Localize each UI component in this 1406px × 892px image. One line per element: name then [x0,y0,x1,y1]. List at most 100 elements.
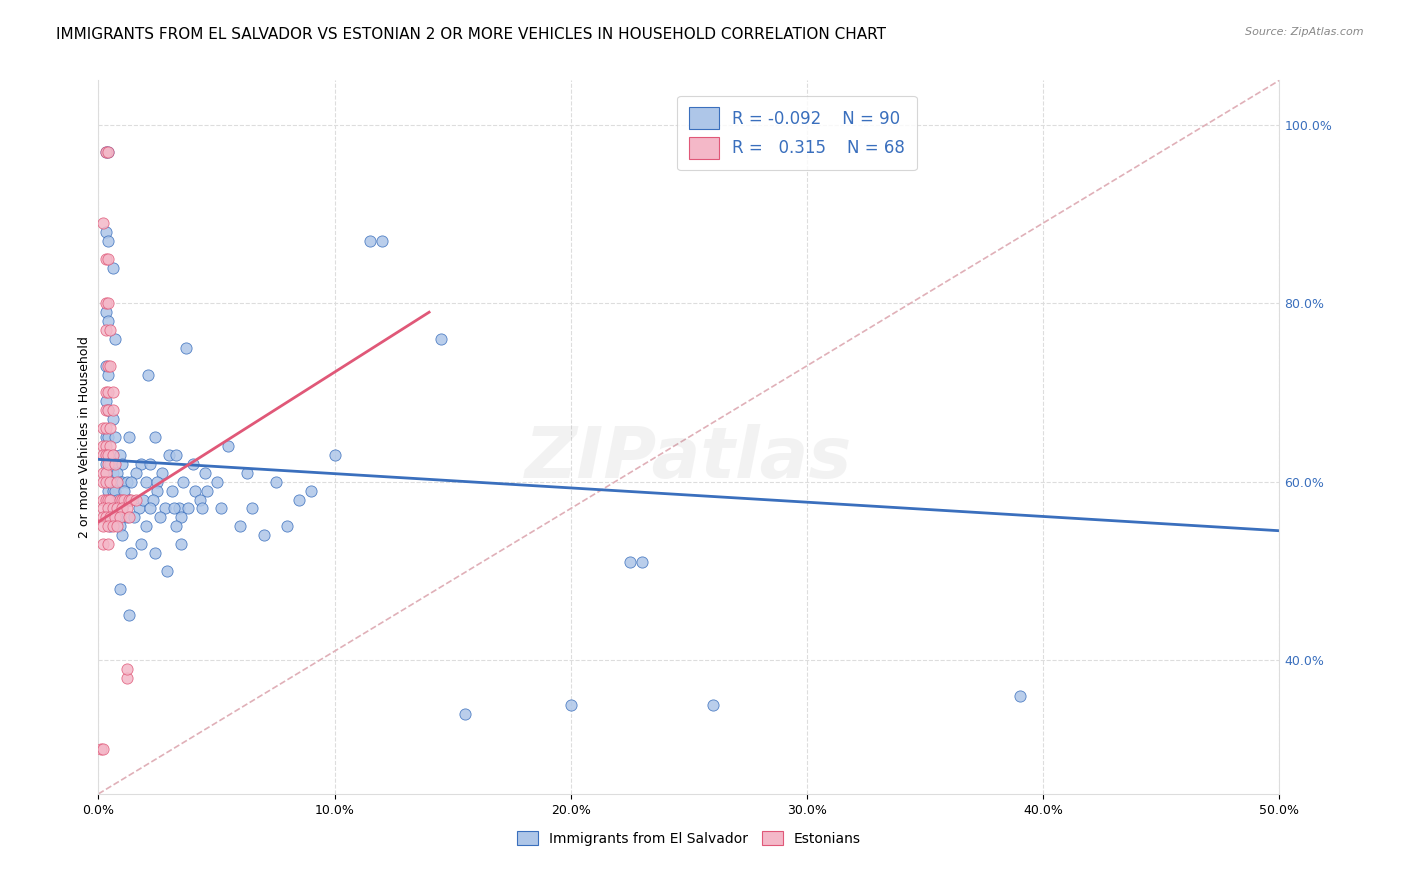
Point [94,145,117,159]
Point [91,492,114,507]
Point [195,483,218,498]
Point [184,483,207,498]
Point [98,492,121,507]
Point [115,475,138,489]
Point [97,475,120,489]
Point [430,332,453,346]
Point [97,234,120,248]
Text: IMMIGRANTS FROM EL SALVADOR VS ESTONIAN 2 OR MORE VEHICLES IN HOUSEHOLD CORRELAT: IMMIGRANTS FROM EL SALVADOR VS ESTONIAN … [56,27,886,42]
Point [104,501,127,516]
Point [630,555,652,569]
Point [153,501,176,516]
Point [108,582,131,596]
Point [98,519,121,533]
Point [94,492,117,507]
Point [170,537,193,551]
Point [132,492,155,507]
Point [104,332,127,346]
Legend: Immigrants from El Salvador, Estonians: Immigrants from El Salvador, Estonians [512,825,866,851]
Point [98,421,121,435]
Point [264,475,287,489]
Point [104,430,127,444]
Point [112,492,135,507]
Point [90,742,112,756]
Point [98,439,121,453]
Point [156,564,179,578]
Point [288,492,311,507]
Point [299,483,322,498]
Point [108,510,131,524]
Point [98,492,121,507]
Point [101,448,124,462]
Point [111,528,134,542]
Point [94,225,117,239]
Point [101,403,124,417]
Point [105,501,128,516]
Point [121,546,143,560]
Point [253,528,276,542]
Point [94,323,117,337]
Point [98,323,121,337]
Point [94,394,117,409]
Point [94,305,117,319]
Point [115,510,138,524]
Point [115,501,138,516]
Point [98,501,121,516]
Point [101,466,124,480]
Point [91,537,114,551]
Point [98,359,121,373]
Point [118,608,141,623]
Point [97,492,120,507]
Point [91,466,114,480]
Point [97,314,120,328]
Point [149,510,172,524]
Point [101,501,124,516]
Point [97,403,120,417]
Point [97,252,120,266]
Point [97,448,120,462]
Point [209,501,232,516]
Point [104,510,127,524]
Point [167,501,190,516]
Point [165,519,187,533]
Point [94,457,117,471]
Point [94,145,117,159]
Point [101,483,124,498]
Point [157,448,180,462]
Text: ZIPatlas: ZIPatlas [526,424,852,493]
Point [163,501,186,516]
Point [91,475,114,489]
Text: Source: ZipAtlas.com: Source: ZipAtlas.com [1246,27,1364,37]
Point [101,448,124,462]
Point [104,457,127,471]
Point [97,145,120,159]
Point [181,457,204,471]
Point [101,519,124,533]
Point [98,510,121,524]
Point [146,483,169,498]
Point [702,698,724,712]
Point [97,537,120,551]
Point [118,510,141,524]
Point [94,439,117,453]
Point [91,510,114,524]
Point [94,403,117,417]
Point [150,466,173,480]
Point [101,510,124,524]
Point [135,475,157,489]
Point [104,483,127,498]
Point [97,519,120,533]
Point [136,368,159,382]
Point [125,492,148,507]
Point [97,457,120,471]
Point [139,457,162,471]
Point [105,466,128,480]
Point [91,216,114,230]
Point [453,706,475,721]
Point [170,510,193,524]
Point [191,501,214,516]
Y-axis label: 2 or more Vehicles in Household: 2 or more Vehicles in Household [79,336,91,538]
Point [146,475,169,489]
Point [217,439,239,453]
Point [91,519,114,533]
